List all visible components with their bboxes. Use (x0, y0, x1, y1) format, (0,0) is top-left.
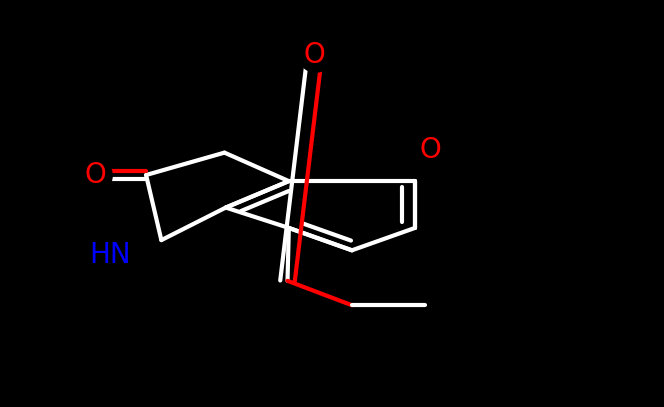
Text: O: O (84, 161, 106, 189)
Text: O: O (304, 41, 325, 69)
Text: HN: HN (90, 241, 131, 269)
Text: O: O (420, 136, 441, 164)
